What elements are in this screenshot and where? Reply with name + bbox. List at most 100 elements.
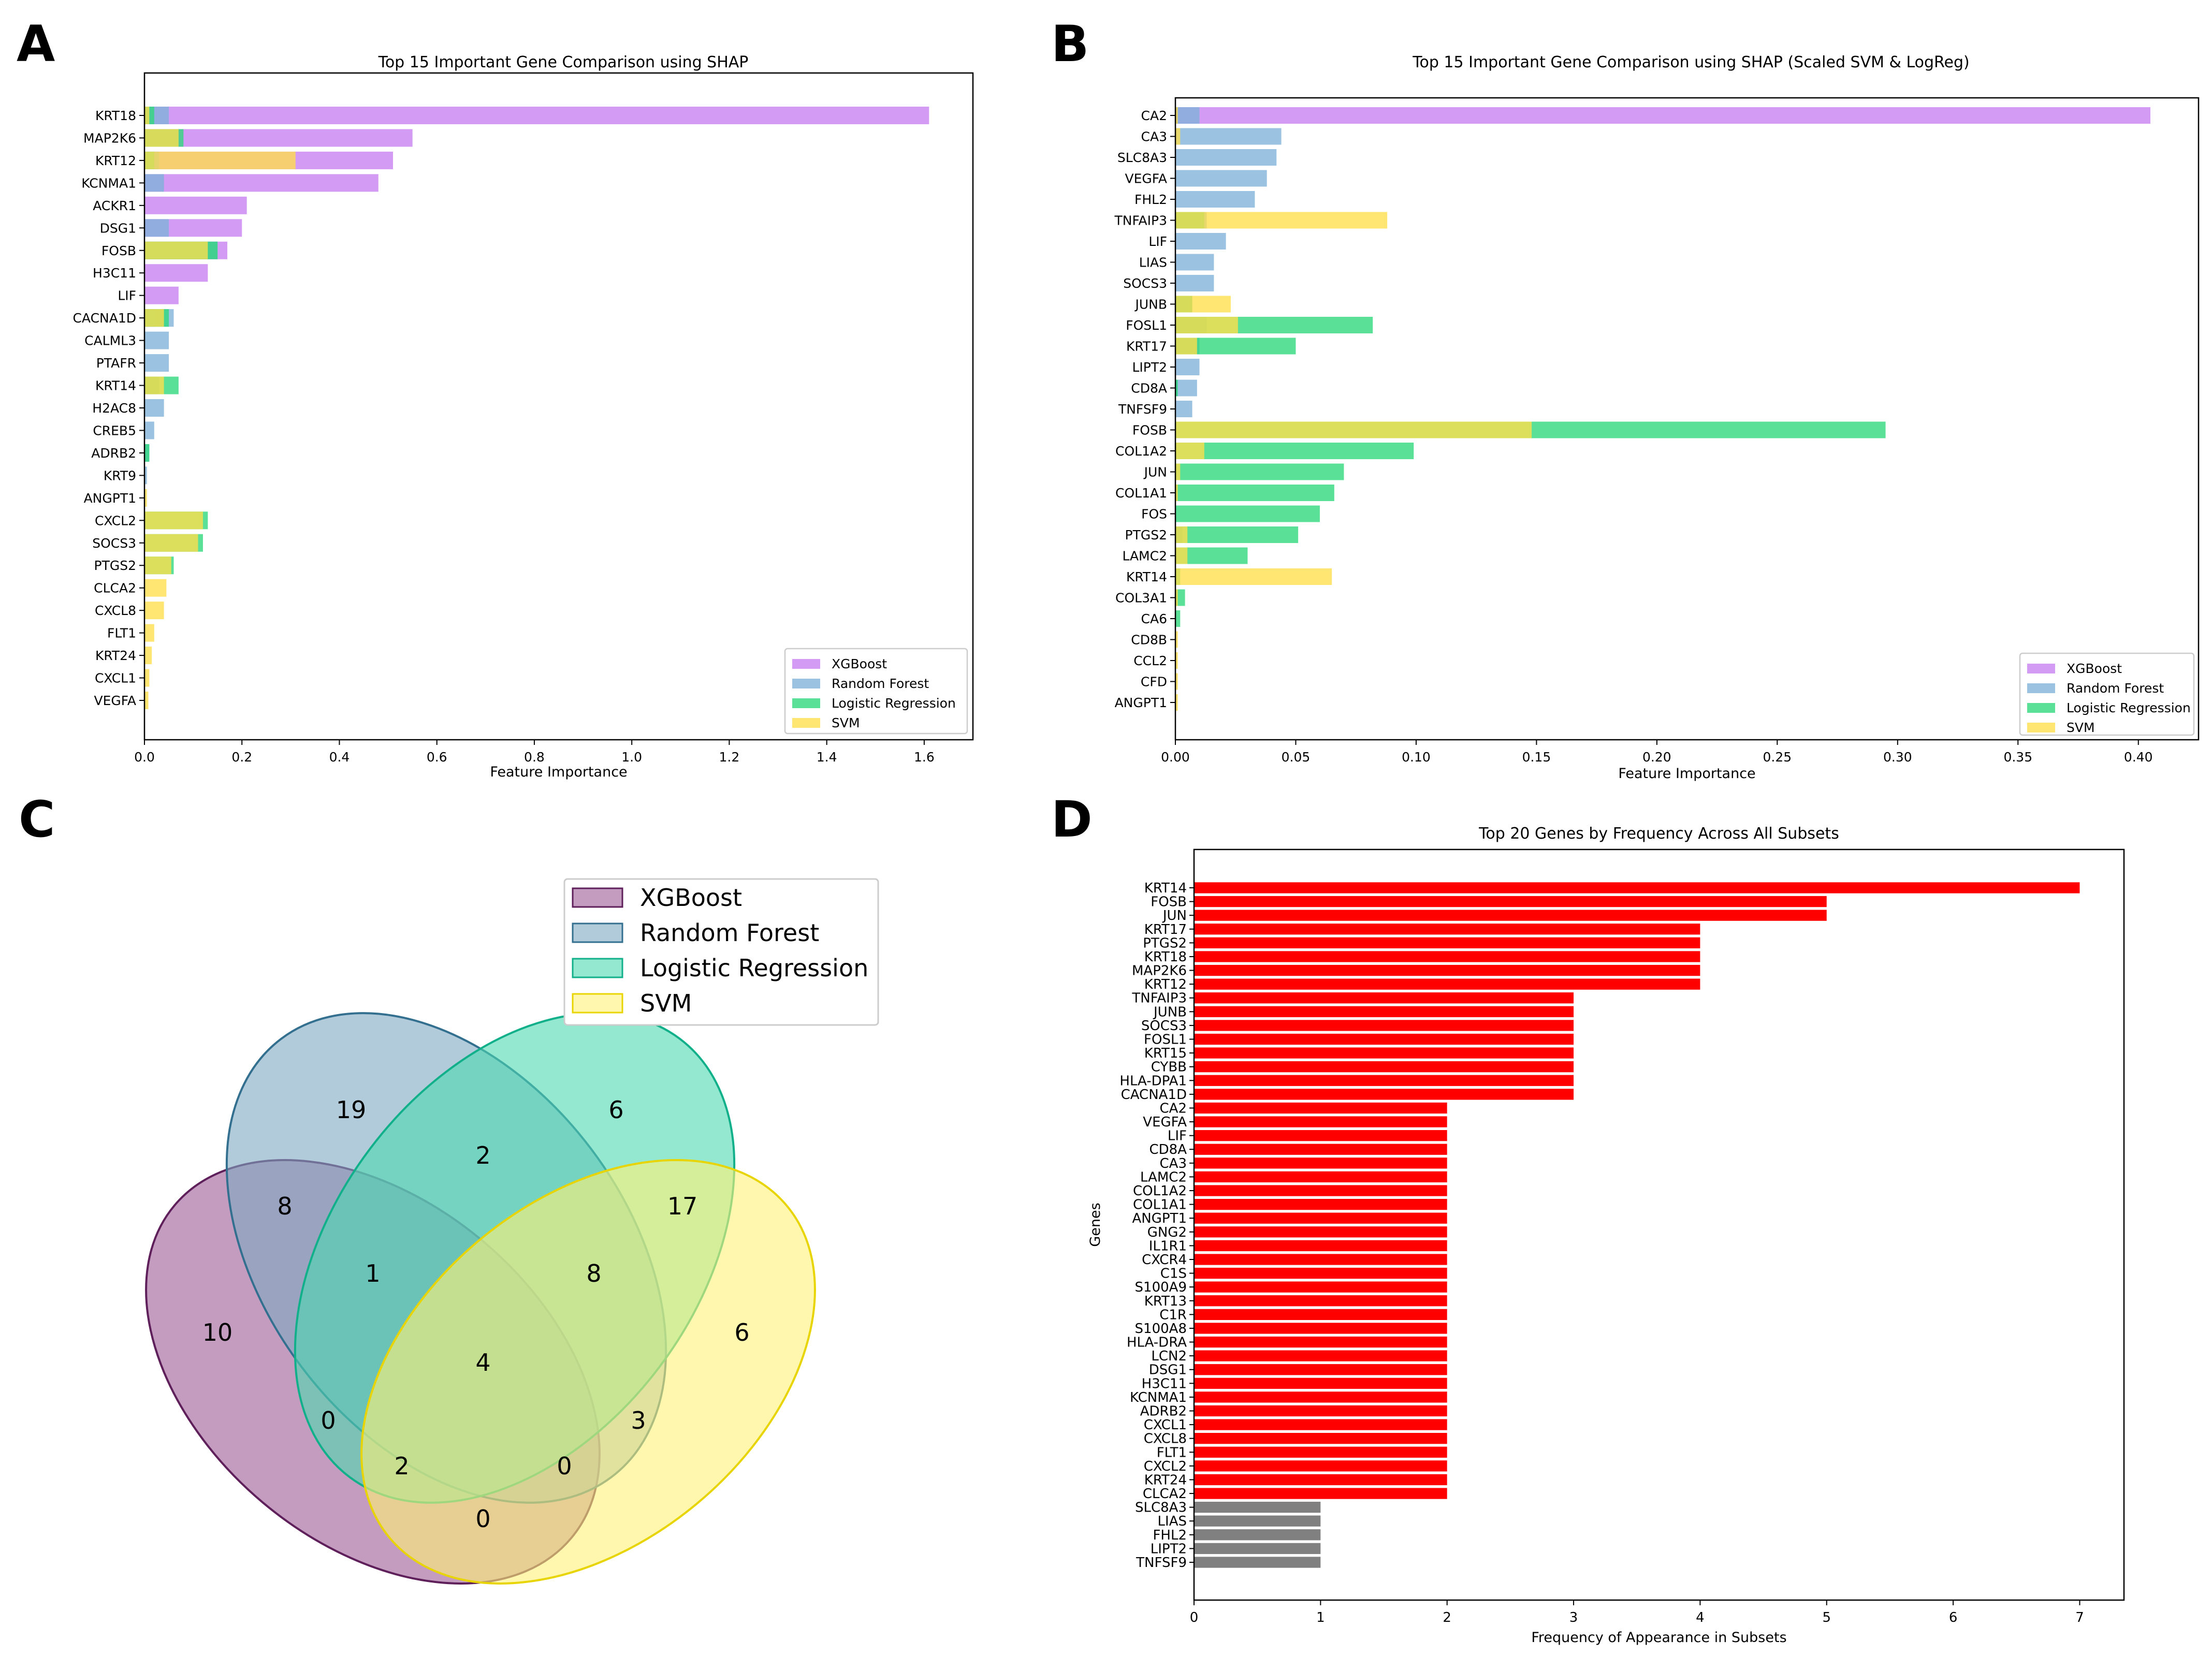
- chart-d-ytick-label-flt1: FLT1: [1157, 1445, 1187, 1460]
- chart-a-ytick-label-cxcl2: CXCL2: [95, 513, 136, 528]
- chart-d-ytick-label-hla-dra: HLA-DRA: [1127, 1335, 1187, 1351]
- chart-b-bar-svm-angpt1: [1175, 694, 1178, 711]
- chart-d-bars: [1194, 882, 2080, 1568]
- chart-b-bar-logistic-regression-ca6: [1175, 610, 1181, 627]
- chart-b-ytick-label-cd8a: CD8A: [1131, 381, 1167, 396]
- chart-b-bar-svm-ca2: [1175, 107, 1178, 124]
- chart-d-bar-lif: [1194, 1130, 1447, 1141]
- chart-a-bar-xgboost-lif: [144, 286, 179, 304]
- chart-d-bar-hla-dra: [1194, 1336, 1447, 1348]
- chart-b-bar-svm-cd8b: [1175, 631, 1178, 648]
- chart-a-ytick-label-ptafr: PTAFR: [96, 356, 136, 371]
- chart-d-ylabel: Genes: [1087, 1203, 1103, 1247]
- venn-region-xgb-rf-svm: 0: [557, 1452, 572, 1480]
- chart-a-ytick-label-socs3: SOCS3: [92, 536, 136, 551]
- chart-a-xtick-label: 1.6: [914, 750, 935, 765]
- chart-d-bar-vegfa: [1194, 1116, 1447, 1127]
- venn-diagram: 19 6 2 8 17 1 8 10 6 4 0 3 2 0 0 XGBoost…: [145, 878, 879, 1585]
- chart-a-bar-xgboost-ackr1: [144, 196, 247, 214]
- chart-a-ytick-label-flt1: FLT1: [107, 626, 136, 641]
- chart-a-bar-random-forest-krt9: [144, 466, 147, 485]
- chart-a-ytick-label-clca2: CLCA2: [94, 581, 136, 596]
- venn-region-xgb-lr: 0: [321, 1406, 336, 1434]
- chart-d-bar-tnfsf9: [1194, 1557, 1321, 1568]
- chart-b-ytick-label-lias: LIAS: [1139, 255, 1167, 270]
- chart-d-ytick-label-cd8a: CD8A: [1149, 1142, 1187, 1157]
- chart-d-ytick-label-c1s: C1S: [1160, 1266, 1187, 1282]
- chart-d-xtick-label: 4: [1696, 1610, 1705, 1625]
- chart-a-xtick-label: 0.2: [231, 750, 252, 765]
- chart-b-bar-random-forest-socs3: [1175, 275, 1214, 291]
- chart-d-bar-ptgs2: [1194, 937, 1700, 949]
- chart-b-bar-random-forest-lias: [1175, 254, 1214, 271]
- chart-d-ytick-label-cybb: CYBB: [1151, 1060, 1187, 1075]
- chart-a-bar-svm-flt1: [144, 624, 154, 642]
- venn-region-xgb-only: 10: [202, 1318, 233, 1346]
- chart-d-xtick-label: 7: [2075, 1610, 2084, 1625]
- chart-b-xticks: 0.00 0.05 0.10 0.15 0.20 0.25 0.30 0.35 0.40: [1161, 740, 2153, 765]
- chart-d-bar-cacna1d: [1194, 1089, 1574, 1100]
- chart-a-bar-random-forest-ptafr: [144, 354, 169, 372]
- chart-b-legend-frame: [2019, 652, 2195, 736]
- chart-b-yticks: CA2 CA3 SLC8A3 VEGFA FHL2 TNFAIP3 LIF LIAS SOCS3…: [1114, 108, 1175, 710]
- chart-d-ytick-label-ca3: CA3: [1160, 1156, 1187, 1171]
- chart-a-legend-swatch-xgboost: [792, 659, 820, 669]
- chart-a-xlabel: Feature Importance: [490, 764, 627, 780]
- chart-b-ytick-label-lipt2: LIPT2: [1132, 360, 1167, 375]
- chart-a-ytick-label-fosb: FOSB: [101, 243, 136, 258]
- chart-d-ytick-label-kcnma1: KCNMA1: [1130, 1390, 1187, 1405]
- chart-b-bar-logistic-regression-fos: [1175, 505, 1320, 522]
- chart-a-legend-frame: [784, 648, 968, 735]
- chart-b-bar-svm-ptgs2: [1175, 526, 1188, 543]
- chart-b-bar-random-forest-ca3: [1175, 128, 1282, 145]
- chart-d-bar-fhl2: [1194, 1529, 1321, 1541]
- chart-a-bar-svm-ptgs2: [144, 556, 171, 575]
- venn-region-xgb-rf-lr: 1: [365, 1259, 380, 1287]
- chart-b-bar-random-forest-fhl2: [1175, 191, 1255, 208]
- chart-b-ytick-label-col1a1: COL1A1: [1115, 486, 1167, 501]
- chart-d-xtick-label: 5: [1822, 1610, 1831, 1625]
- chart-a-bar-svm-cacna1d: [144, 309, 164, 327]
- chart-a-bar-svm-cxcl1: [144, 669, 150, 687]
- venn-set-svm: [360, 1159, 816, 1585]
- panel-label-b: B: [1051, 15, 1089, 73]
- venn-legend-frame: [563, 878, 879, 1026]
- chart-b-xlabel: Feature Importance: [1618, 766, 1755, 782]
- chart-d-ytick-label-gng2: GNG2: [1147, 1225, 1187, 1240]
- chart-a-ytick-label-krt9: KRT9: [104, 468, 136, 483]
- chart-a-bar-svm-clca2: [144, 579, 167, 597]
- chart-a-xtick-label: 1.4: [817, 750, 837, 765]
- chart-d-bar-s100a9: [1194, 1281, 1447, 1293]
- chart-d-bar-dsg1: [1194, 1364, 1447, 1375]
- chart-a-ytick-label-h2ac8: H2AC8: [92, 401, 136, 416]
- chart-d-bar-cxcl1: [1194, 1419, 1447, 1430]
- chart-a-ytick-label-angpt1: ANGPT1: [84, 491, 136, 506]
- chart-d-bar-c1s: [1194, 1267, 1447, 1279]
- chart-a-legend-swatch-random-forest: [792, 679, 820, 688]
- chart-a-legend-swatch-logistic-regression: [792, 698, 820, 708]
- chart-b-bar-svm-col3a1: [1175, 589, 1178, 606]
- chart-a-ytick-label-vegfa: VEGFA: [94, 693, 136, 708]
- chart-b-ytick-label-angpt1: ANGPT1: [1115, 695, 1167, 710]
- chart-b-xtick-label: 0.00: [1161, 750, 1190, 765]
- chart-b-bar-xgboost-ca2: [1175, 107, 2151, 124]
- chart-a-bar-logistic-regression-adrb2: [144, 444, 150, 462]
- chart-b-bar-svm-fosl1: [1175, 317, 1238, 333]
- chart-d-frame: [1193, 848, 2125, 1601]
- chart-d-xtick-label: 2: [1443, 1610, 1451, 1625]
- chart-d-ytick-label-dsg1: DSG1: [1149, 1362, 1187, 1378]
- chart-a-legend-swatch-svm: [792, 718, 820, 728]
- chart-d-ytick-label-map2k6: MAP2K6: [1132, 963, 1187, 979]
- chart-b-legend-swatch-svm: [2027, 723, 2055, 732]
- chart-d-ytick-label-krt14: KRT14: [1144, 881, 1187, 896]
- panel-label-c: C: [19, 790, 55, 848]
- chart-d-ytick-label-cacna1d: CACNA1D: [1121, 1087, 1187, 1103]
- chart-d-bar-cxcr4: [1194, 1254, 1447, 1265]
- chart-b-bar-svm-col1a2: [1175, 443, 1204, 459]
- chart-d-bar-flt1: [1194, 1446, 1447, 1458]
- chart-d-ytick-label-hla-dpa1: HLA-DPA1: [1119, 1073, 1187, 1089]
- chart-d-xtick-label: 1: [1316, 1610, 1325, 1625]
- chart-b-ytick-label-fos: FOS: [1141, 507, 1167, 522]
- chart-d-xtick-label: 3: [1569, 1610, 1578, 1625]
- chart-b-legend-label-random-forest: Random Forest: [2067, 681, 2164, 696]
